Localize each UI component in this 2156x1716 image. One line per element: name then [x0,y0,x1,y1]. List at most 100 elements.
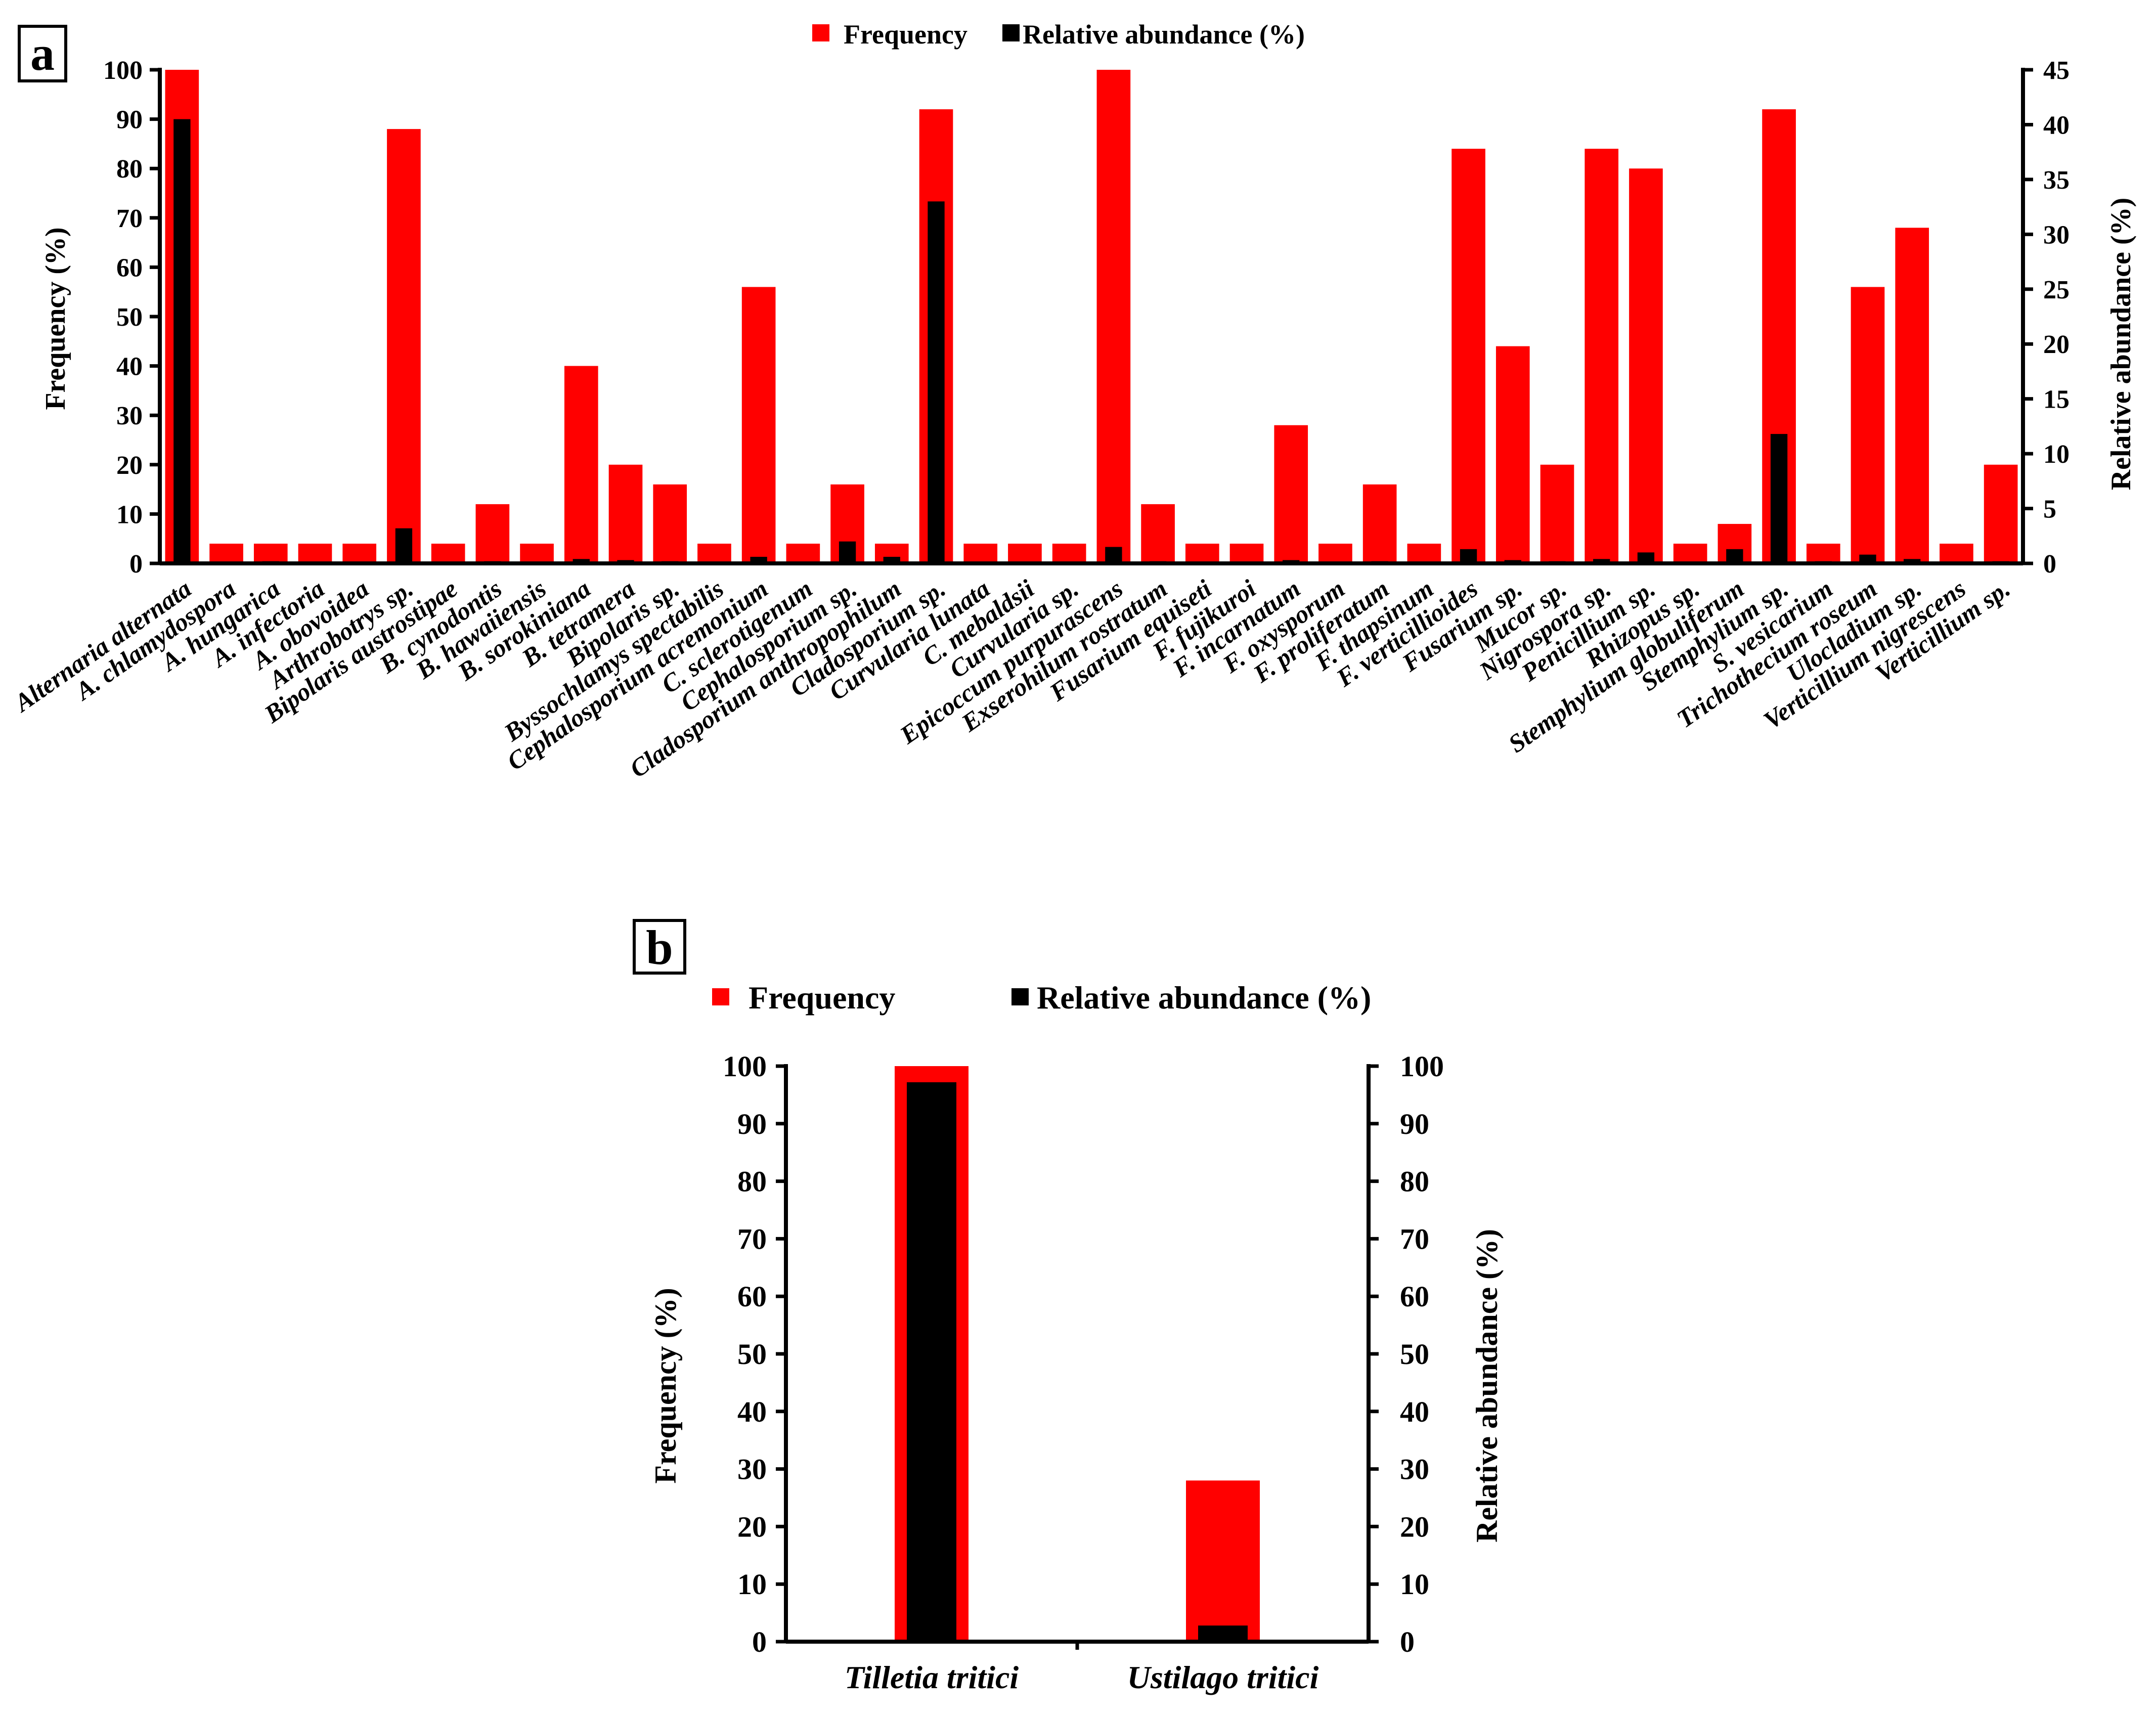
bar-abundance-35 [1726,549,1743,563]
panel-b-letter: b [646,920,673,975]
y-tick-label-4: 40 [116,353,143,381]
bar-abundance-21 [1105,547,1122,563]
y-tick-label-9: 90 [116,106,143,135]
bar-b-frequency-1 [1186,1480,1260,1642]
panel-a-letter: a [30,26,55,80]
panel-b: b Frequency Relative abundance (%) Frequ… [633,919,1504,1695]
panel-b-category-labels: Tilletia tritici Ustilago tritici [845,1659,1319,1695]
panel-a-legend: Frequency Relative abundance (%) [812,19,1305,50]
panel-b-y-axis-title: Frequency (%) [649,1288,682,1483]
b-y2-tick-label-4: 40 [1400,1395,1429,1428]
panel-a-ticks: 0 10 20 30 40 50 60 70 80 90 100 0 5 10 15 20 25 30 35 40 45 [103,56,2070,579]
bar-frequency-34 [1673,543,1707,563]
y-tick-label-0: 0 [129,550,143,579]
bar-frequency-41 [1984,464,2018,563]
bar-frequency-37 [1806,543,1840,563]
bar-frequency-3 [298,543,332,563]
b-y-tick-label-1: 10 [737,1568,767,1601]
bar-frequency-24 [1229,543,1264,563]
b-y2-tick-label-9: 90 [1400,1108,1429,1140]
y-tick-label-1: 10 [116,500,143,529]
panel-b-y2-axis-title: Relative abundance (%) [1470,1229,1504,1543]
y2-tick-label-9: 45 [2043,56,2070,85]
bar-frequency-6 [431,543,465,563]
panel-a-bars [165,70,2018,564]
legend-b-abundance-label: Relative abundance (%) [1037,980,1371,1016]
y2-tick-label-8: 40 [2043,111,2070,140]
panel-b-ticks: 0 10 20 30 40 50 60 70 80 90 100 0 10 20 30 40 50 60 70 80 9… [723,1050,1444,1658]
bar-frequency-28 [1407,543,1441,563]
b-y2-tick-label-1: 10 [1400,1568,1429,1601]
legend-a-abundance-swatch [1002,24,1020,41]
y-tick-label-10: 100 [103,56,143,85]
bar-frequency-32 [1585,149,1619,563]
bar-frequency-21 [1096,70,1131,563]
category-b-label-1: Ustilago tritici [1127,1659,1319,1695]
y2-tick-label-6: 30 [2043,221,2070,249]
y2-tick-label-4: 20 [2043,330,2070,359]
bar-abundance-39 [1904,559,1921,563]
bar-abundance-32 [1593,559,1610,563]
bar-abundance-5 [395,528,413,563]
y2-tick-label-3: 15 [2043,385,2070,414]
legend-a-frequency-label: Frequency [844,19,967,50]
y-tick-label-7: 70 [116,204,143,233]
b-y-tick-label-10: 100 [723,1050,767,1083]
bar-frequency-40 [1940,543,1973,563]
b-y-tick-label-6: 60 [737,1280,767,1313]
panel-a-letter-box [18,25,67,82]
y-tick-label-6: 60 [116,253,143,282]
bar-frequency-29 [1451,149,1485,563]
y-tick-label-3: 30 [116,402,143,430]
bar-abundance-38 [1859,554,1876,563]
bar-frequency-39 [1895,228,1929,563]
bar-frequency-20 [1052,543,1086,563]
legend-a-abundance-label: Relative abundance (%) [1023,19,1305,50]
panel-a-y-axis-title: Frequency (%) [40,227,71,410]
bar-frequency-22 [1141,504,1175,563]
bar-frequency-11 [653,484,687,563]
b-y2-tick-label-10: 100 [1400,1050,1444,1083]
bar-frequency-10 [608,464,643,563]
bar-frequency-5 [387,129,421,563]
bar-frequency-13 [741,287,776,563]
bar-abundance-36 [1770,434,1788,563]
bar-abundance-33 [1637,552,1655,563]
bar-frequency-12 [697,543,731,563]
y2-tick-label-1: 5 [2043,495,2056,524]
bar-frequency-1 [209,543,243,563]
b-y-tick-label-8: 80 [737,1165,767,1198]
panel-b-letter-box [633,919,686,975]
bar-b-abundance-1 [1198,1625,1248,1642]
b-y2-tick-label-2: 20 [1400,1510,1429,1543]
legend-b-abundance-swatch [1011,988,1029,1005]
b-y2-tick-label-0: 0 [1400,1625,1415,1658]
category-b-label-0: Tilletia tritici [845,1659,1019,1695]
bar-frequency-26 [1318,543,1352,563]
bar-abundance-15 [839,541,856,563]
panel-a-y2-axis-title: Relative abundance (%) [2105,198,2137,491]
b-y-tick-label-9: 90 [737,1108,767,1140]
bar-frequency-4 [342,543,377,563]
bar-frequency-9 [564,366,598,563]
bar-frequency-14 [786,543,820,563]
b-y2-tick-label-3: 30 [1400,1453,1429,1486]
b-y2-tick-label-5: 50 [1400,1338,1429,1371]
bar-frequency-25 [1274,425,1308,563]
bar-abundance-9 [573,559,590,563]
y2-tick-label-7: 35 [2043,166,2070,195]
panel-a: a Frequency Relative abundance (%) Frequ… [8,19,2137,783]
bar-frequency-19 [1008,543,1042,563]
legend-b-frequency-swatch [712,988,729,1005]
bar-frequency-18 [963,543,998,563]
bar-frequency-2 [253,543,288,563]
y2-tick-label-2: 10 [2043,440,2070,469]
b-y2-tick-label-8: 80 [1400,1165,1429,1198]
bar-frequency-30 [1495,346,1530,563]
bar-frequency-31 [1540,464,1574,563]
panel-a-axes [158,68,2025,565]
panel-b-axes [784,1064,1371,1650]
legend-b-frequency-label: Frequency [749,980,895,1016]
